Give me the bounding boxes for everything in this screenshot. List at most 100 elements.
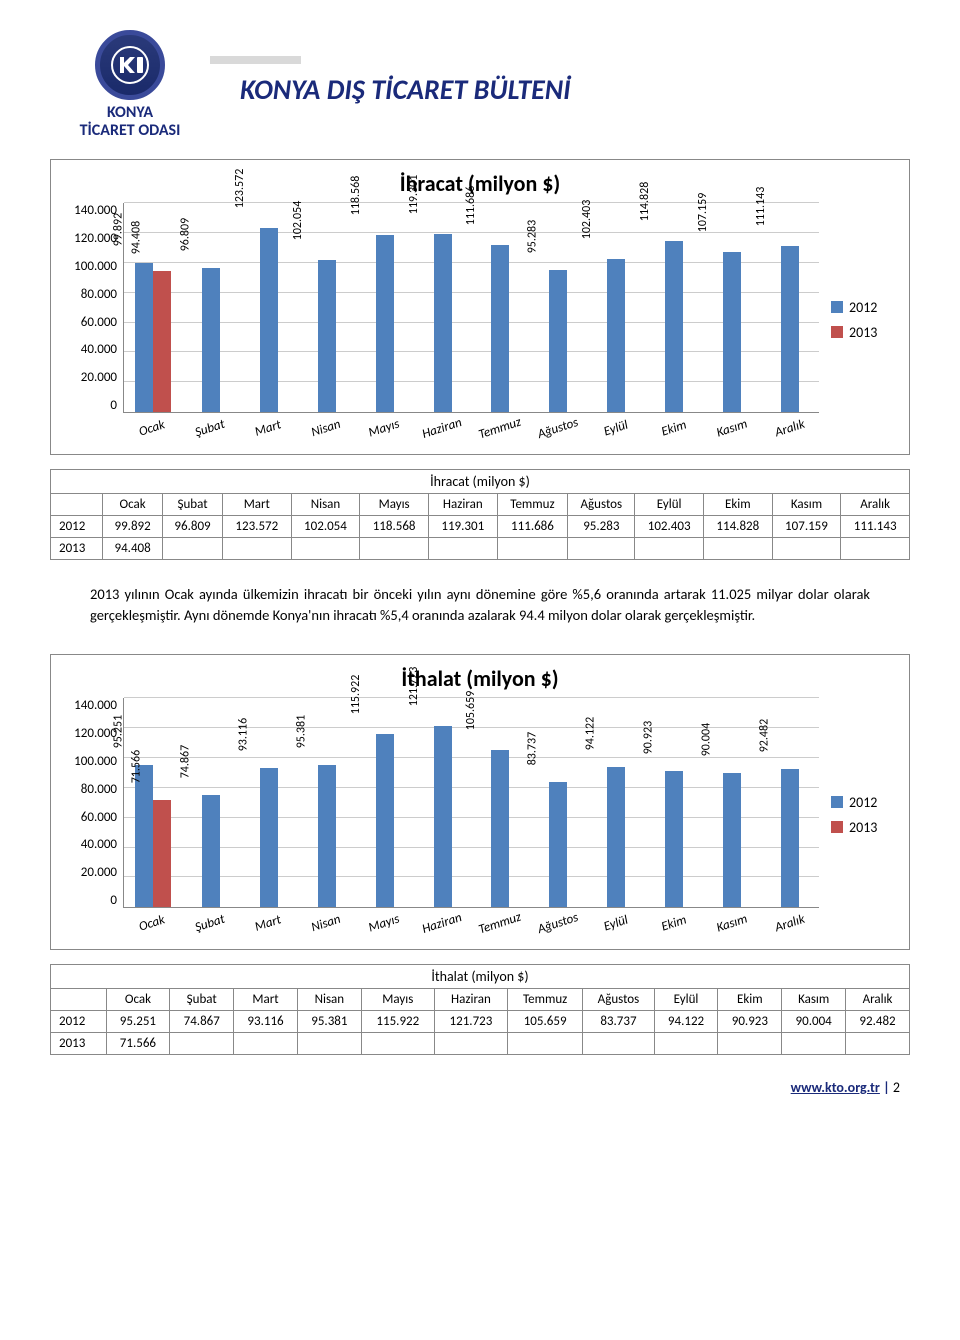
bar-group: 118.568: [356, 203, 414, 412]
import-chart-legend: 2012 2013: [819, 698, 897, 931]
table-header-cell: Temmuz: [507, 989, 582, 1011]
bar-2013: 71.566: [153, 800, 171, 907]
table-cell: [635, 538, 704, 560]
legend-item: 2013: [831, 819, 897, 836]
table-header-cell: Şubat: [170, 989, 234, 1011]
bar-group: 121.723: [414, 698, 472, 907]
x-label: Eylül: [586, 413, 646, 445]
y-tick: 80.000: [81, 782, 117, 797]
table-cell: 93.116: [234, 1011, 298, 1033]
table-row: 201371.566: [51, 1033, 910, 1055]
table-cell: 121.723: [434, 1011, 507, 1033]
bar-2012: 118.568: [376, 235, 394, 412]
x-label: Haziran: [412, 413, 472, 445]
table-cell: 114.828: [703, 516, 772, 538]
table-year-cell: 2013: [51, 538, 103, 560]
bar-2012: 90.923: [665, 771, 683, 907]
table-cell: 123.572: [222, 516, 291, 538]
table-cell: 111.143: [841, 516, 910, 538]
bar-2012: 93.116: [260, 768, 278, 907]
y-tick: 100.000: [74, 754, 117, 769]
bar-2012: 102.403: [607, 259, 625, 412]
x-label: Ekim: [644, 413, 704, 445]
table-cell: [297, 1033, 361, 1055]
bar-2012: 92.482: [781, 769, 799, 907]
table-cell: 99.892: [103, 516, 163, 538]
bar-group: 83.737: [529, 698, 587, 907]
bar-group: 92.482: [761, 698, 819, 907]
import-chart-bars: 95.25171.56674.86793.11695.381115.922121…: [123, 698, 819, 908]
y-tick: 20.000: [81, 370, 117, 385]
export-chart: İhracat (milyon $) 020.00040.00060.00080…: [50, 159, 910, 455]
x-label: Ocak: [122, 908, 182, 940]
bar-group: 111.686: [472, 203, 530, 412]
table-cell: [361, 1033, 434, 1055]
bar-group: 90.004: [703, 698, 761, 907]
bar-2012: 115.922: [376, 734, 394, 907]
bar-group: 114.828: [645, 203, 703, 412]
table-header-cell: Mayıs: [360, 494, 429, 516]
export-chart-legend: 2012 2013: [819, 203, 897, 436]
table-cell: 102.054: [291, 516, 360, 538]
x-label: Kasım: [702, 908, 762, 940]
table-caption: İhracat (milyon $): [51, 470, 910, 494]
bar-2012: 90.004: [723, 773, 741, 907]
x-label: Nisan: [296, 413, 356, 445]
table-header-cell: Ağustos: [568, 494, 635, 516]
bar-label: 93.116: [236, 718, 252, 751]
table-cell: [654, 1033, 718, 1055]
table-cell: 95.283: [568, 516, 635, 538]
legend-item: 2012: [831, 794, 897, 811]
title-top-bar: [210, 56, 301, 64]
bar-group: 107.159: [703, 203, 761, 412]
bar-group: 74.867: [182, 698, 240, 907]
export-chart-xaxis: OcakŞubatMartNisanMayısHaziranTemmuzAğus…: [123, 413, 819, 436]
table-header-cell: Eylül: [654, 989, 718, 1011]
table-year-cell: 2013: [51, 1033, 107, 1055]
main-title: KONYA DIŞ TİCARET BÜLTENİ: [210, 66, 910, 113]
table-cell: [163, 538, 223, 560]
footer: www.kto.org.tr | 2: [50, 1079, 910, 1096]
table-cell: 74.867: [170, 1011, 234, 1033]
legend-label: 2012: [849, 299, 877, 316]
bar-label: 107.159: [696, 193, 712, 233]
bar-group: 95.283: [529, 203, 587, 412]
bar-2012: 94.122: [607, 767, 625, 908]
bar-label: 105.659: [465, 690, 481, 730]
bar-label: 111.686: [465, 186, 481, 226]
import-table: İthalat (milyon $)OcakŞubatMartNisanMayı…: [50, 964, 910, 1055]
legend-swatch: [831, 796, 843, 808]
table-cell: 119.301: [428, 516, 497, 538]
table-cell: [568, 538, 635, 560]
bar-2013: 94.408: [153, 271, 171, 412]
page: KONYA TİCARET ODASI KONYA DIŞ TİCARET BÜ…: [0, 0, 960, 1116]
bar-label: 96.809: [178, 217, 194, 250]
bar-group: 90.923: [645, 698, 703, 907]
footer-page: 2: [893, 1079, 900, 1096]
bar-label: 99.892: [111, 213, 127, 246]
bar-label: 94.122: [584, 717, 600, 750]
bar-label: 74.867: [178, 745, 194, 778]
export-chart-bars: 99.89294.40896.809123.572102.054118.5681…: [123, 203, 819, 413]
y-tick: 140.000: [74, 698, 117, 713]
header: KONYA TİCARET ODASI KONYA DIŞ TİCARET BÜ…: [50, 30, 910, 139]
x-label: Eylül: [586, 908, 646, 940]
legend-label: 2013: [849, 324, 877, 341]
y-tick: 40.000: [81, 342, 117, 357]
import-chart-title: İthalat (milyon $): [63, 665, 897, 692]
table-header-cell: Haziran: [434, 989, 507, 1011]
bar-group: 119.301: [414, 203, 472, 412]
bar-2012: 121.723: [434, 726, 452, 908]
table-cell: [703, 538, 772, 560]
logo-icon: [95, 30, 165, 100]
x-label: Ocak: [122, 413, 182, 445]
bar-2012: 95.283: [549, 270, 567, 412]
y-tick: 100.000: [74, 259, 117, 274]
bar-2012: 105.659: [491, 750, 509, 908]
y-tick: 20.000: [81, 865, 117, 880]
table-header-cell: Ekim: [703, 494, 772, 516]
bar-group: 105.659: [472, 698, 530, 907]
logo-text: KONYA TİCARET ODASI: [80, 104, 181, 139]
table-cell: 105.659: [507, 1011, 582, 1033]
table-header-cell: Ekim: [718, 989, 782, 1011]
